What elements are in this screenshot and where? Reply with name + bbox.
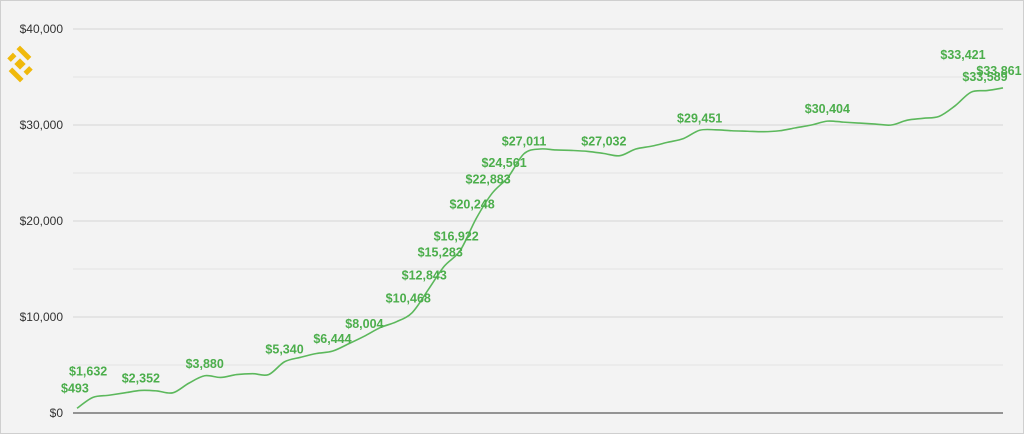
y-tick-label: $0 [50,406,64,420]
logo-bar [7,52,17,62]
series-line-group [76,87,1004,409]
data-label: $3,880 [186,357,224,371]
y-tick-label: $40,000 [20,22,64,36]
binance-logo-icon [7,45,33,83]
data-label: $30,404 [805,102,850,116]
data-label: $20,248 [450,198,495,212]
data-label: $12,843 [402,269,447,283]
data-label: $33,421 [940,48,985,62]
data-label: $1,632 [69,364,107,378]
logo-center [14,58,26,70]
logo-bar [23,66,33,76]
data-label: $493 [61,381,89,395]
data-label: $8,004 [345,317,383,331]
binance-logo-shape [7,45,33,83]
data-label: $2,352 [122,371,160,385]
y-tick-label: $10,000 [20,310,64,324]
data-label: $33,861 [976,64,1021,78]
data-label: $22,883 [466,172,511,186]
logo-bar [16,45,32,61]
data-label: $24,561 [481,156,526,170]
y-tick-label: $20,000 [20,214,64,228]
data-label: $16,922 [434,230,479,244]
y-axis-ticks: $0 $10,000 $20,000 $30,000 $40,000 [20,22,64,420]
data-labels: $493 $1,632 $2,352 $3,880 $5,340 $6,444$8,004… [61,48,1022,395]
gridlines [73,28,1003,414]
data-label: $15,283 [418,245,463,259]
data-label: $27,032 [581,134,626,148]
data-label: $29,451 [677,111,722,125]
logo-bar [8,67,24,83]
data-label: $5,340 [265,343,303,357]
data-label: $27,011 [502,135,547,149]
data-label: $6,444 [313,332,351,346]
data-label: $33,589 [962,70,1007,84]
data-label: $10,468 [386,292,431,306]
y-tick-label: $30,000 [20,118,64,132]
